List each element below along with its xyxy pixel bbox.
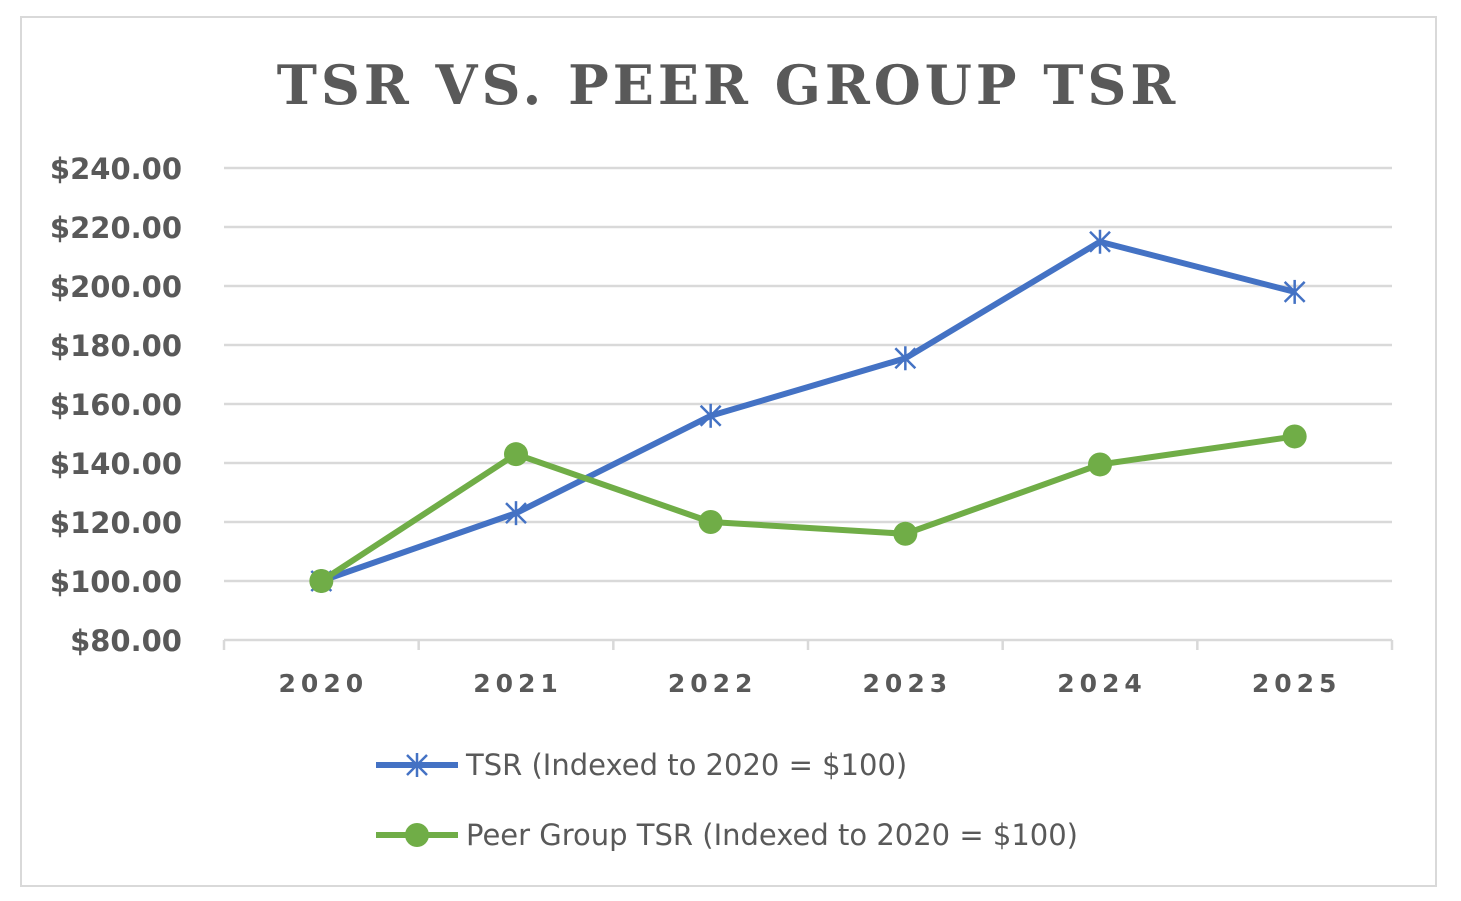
- series-1-point-2022: [699, 403, 722, 428]
- series-1-point-2025: [1283, 279, 1306, 304]
- legend-label-1: TSR (Indexed to 2020 = $100): [465, 748, 907, 782]
- series-2-point-2023: [893, 521, 918, 546]
- series-1-point-2021: [505, 501, 527, 526]
- series-2-point-2021: [504, 442, 528, 467]
- y-tick-label: $180.00: [50, 329, 182, 363]
- chart-title: TSR VS. PEER GROUP TSR: [277, 53, 1180, 117]
- legend-marker-1: [406, 753, 428, 777]
- x-tick-label: 2025: [1252, 669, 1342, 698]
- x-axis-tick-labels: 2020 2021 2022 2023 2024 2025: [279, 669, 1342, 698]
- legend-marker-2: [405, 823, 429, 847]
- x-tick-label: 2020: [279, 669, 369, 698]
- y-tick-label: $80.00: [70, 624, 182, 658]
- y-tick-label: $220.00: [50, 211, 182, 245]
- series-line-1: [320, 238, 1296, 584]
- series-2-point-2024: [1088, 452, 1112, 477]
- series-1-point-2023: [894, 346, 917, 371]
- legend-label-2: Peer Group TSR (Indexed to 2020 = $100): [466, 818, 1078, 852]
- y-axis-tick-labels: $80.00 $100.00 $120.00 $140.00 $160.00 $180.0…: [50, 152, 182, 658]
- y-tick-label: $240.00: [50, 152, 182, 186]
- series-line-2: [319, 433, 1296, 584]
- y-tick-label: $120.00: [50, 506, 182, 540]
- y-tick-label: $160.00: [50, 388, 182, 422]
- legend: TSR (Indexed to 2020 = $100) Peer Group T…: [376, 748, 1078, 852]
- x-axis: [222, 640, 1394, 650]
- series-1-point-2024: [1089, 229, 1111, 254]
- series-2-point-2020: [309, 569, 334, 593]
- x-tick-label: 2024: [1057, 669, 1147, 698]
- y-tick-label: $200.00: [50, 270, 182, 304]
- x-tick-label: 2023: [863, 669, 953, 698]
- gridlines: [224, 166, 1392, 642]
- series-2-point-2025: [1282, 424, 1307, 449]
- x-tick-label: 2022: [668, 669, 758, 698]
- x-tick-label: 2021: [473, 669, 563, 698]
- y-tick-label: $140.00: [50, 447, 182, 481]
- series-lines: [309, 229, 1307, 593]
- series-2-point-2022: [698, 510, 723, 534]
- y-tick-label: $100.00: [50, 565, 182, 599]
